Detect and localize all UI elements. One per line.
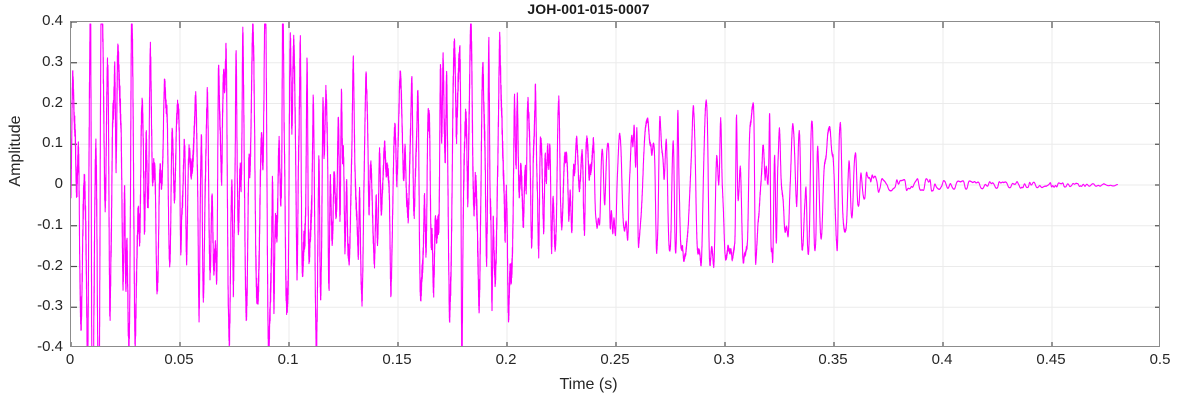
y-tick-label: 0 (54, 175, 63, 192)
x-tick-label: 0.3 (713, 351, 735, 368)
x-tick-label: 0.25 (600, 351, 630, 368)
x-tick-label: 0.2 (495, 351, 517, 368)
x-tick-label: 0.5 (1149, 351, 1171, 368)
x-tick-label: 0.45 (1036, 351, 1066, 368)
chart-title: JOH-001-015-0007 (527, 1, 650, 17)
waveform-trace (71, 23, 1118, 346)
x-tick-label: 0.05 (164, 351, 194, 368)
y-tick-label: 0.3 (42, 52, 63, 70)
x-axis-tick-labels: 0 0.05 0.1 0.15 0.2 0.25 0.3 0.35 0.4 0.45 0.5 (0, 352, 1177, 374)
x-tick-label: 0.4 (931, 351, 953, 368)
y-tick-label: -0.3 (37, 297, 63, 315)
x-tick-label: 0.35 (818, 351, 848, 368)
y-axis-label: Amplitude (7, 115, 24, 187)
plot-svg (71, 22, 1159, 346)
plot-area (70, 21, 1160, 347)
y-tick-label: 0.1 (42, 134, 63, 152)
y-tick-label: -0.4 (37, 338, 63, 355)
x-tick-label: 0.15 (382, 351, 412, 368)
x-tick-label: 0 (65, 351, 75, 368)
x-axis-label: Time (s) (559, 376, 618, 393)
y-tick-label: 0.2 (42, 93, 63, 111)
y-tick-label: 0.4 (42, 12, 63, 29)
y-tick-label: -0.2 (37, 256, 63, 274)
y-axis-tick-labels: -0.4 -0.3 -0.2 -0.1 0 0.1 0.2 0.3 0.4 (0, 0, 63, 404)
y-tick-label: -0.1 (37, 215, 63, 233)
x-tick-label: 0.1 (277, 351, 299, 368)
